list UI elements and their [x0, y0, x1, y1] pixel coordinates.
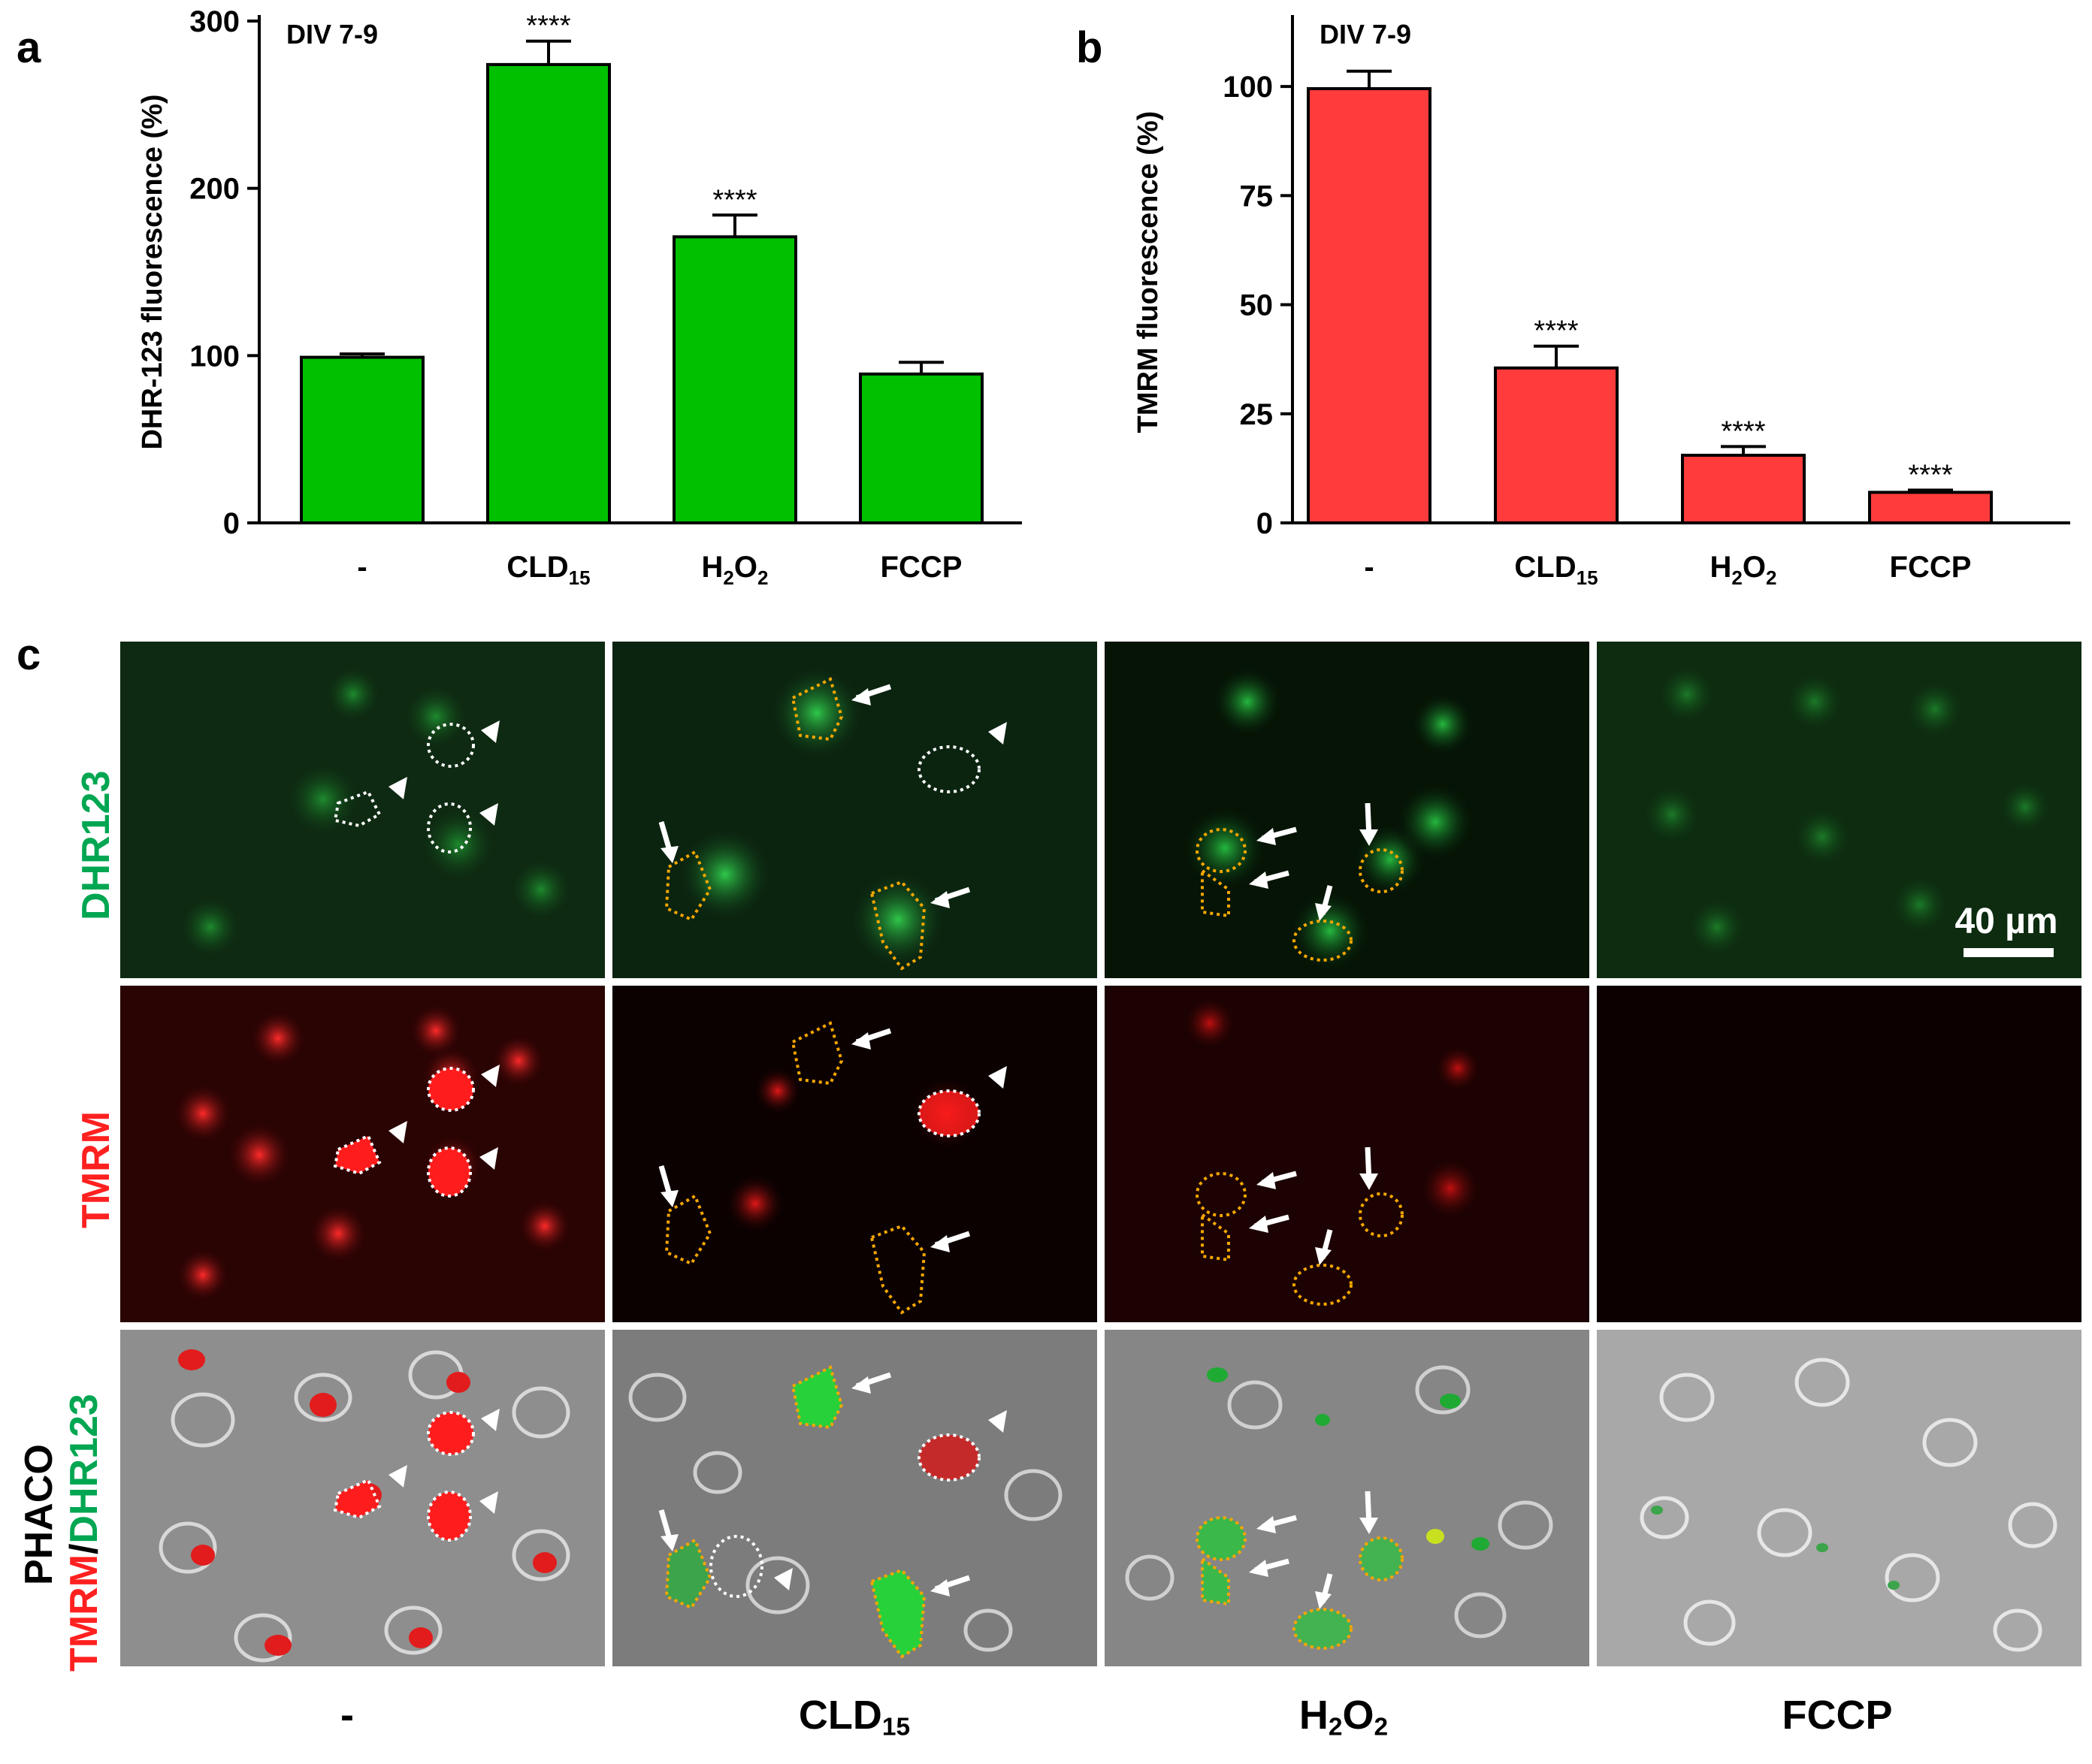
y-tick-label: 50 — [1240, 289, 1274, 322]
y-tick-label: 25 — [1240, 398, 1274, 431]
image-dhr123-control — [120, 642, 605, 978]
y-tick-label: 100 — [1223, 71, 1273, 104]
column-label-h2o2-sub1: 2 — [1328, 1713, 1343, 1741]
bar — [300, 355, 425, 524]
x-tick-label: FCCP — [1890, 551, 1972, 584]
bar — [859, 372, 984, 524]
row-label-merge-red: TMRM — [62, 1554, 106, 1672]
row-label-phaco: PHACO — [17, 1444, 61, 1585]
row-label-dhr123: DHR123 — [74, 770, 118, 920]
column-label-control: - — [107, 1692, 588, 1738]
panel-letter-a: a — [17, 23, 41, 72]
column-label-h2o2: H2O2 — [1103, 1692, 1584, 1741]
image-tmrm-h2o2 — [1105, 986, 1589, 1322]
row-label-merge: TMRM/DHR123 — [62, 1394, 107, 1672]
image-merge-control — [120, 1330, 605, 1666]
chart-a: 0 100 200 300 DHR-123 fluorescence (%) DIV 7-… — [137, 5, 1022, 589]
column-label-cld15-sub: 15 — [881, 1713, 911, 1741]
x-tick-label: FCCP — [881, 551, 963, 584]
row-label-merge-green: DHR123 — [62, 1394, 106, 1544]
column-label-fccp: FCCP — [1597, 1692, 2078, 1738]
column-label-h2o2-tail: O — [1342, 1693, 1374, 1738]
image-tmrm-cld15 — [612, 986, 1097, 1322]
image-tmrm-fccp — [1597, 986, 2081, 1322]
y-tick-label: 300 — [189, 5, 240, 38]
x-tick-label: H2O2 — [1710, 551, 1777, 589]
y-axis-label: TMRM fluorescence (%) — [1132, 111, 1164, 433]
column-label-h2o2-sub2: 2 — [1374, 1713, 1389, 1741]
significance-label: **** — [1721, 415, 1765, 447]
x-tick-label: H2O2 — [702, 551, 769, 589]
bar — [1868, 491, 1993, 524]
y-axis-label: DHR-123 fluorescence (%) — [137, 94, 168, 449]
row-label-merge-slash: / — [62, 1543, 106, 1555]
panel-letter-b: b — [1076, 23, 1103, 72]
column-label-cld15-main: CLD — [798, 1693, 882, 1738]
column-label-h2o2-main: H — [1298, 1693, 1329, 1738]
chart-annotation: DIV 7-9 — [286, 19, 378, 50]
row-label-tmrm: TMRM — [74, 1111, 118, 1228]
image-merge-cld15 — [612, 1330, 1097, 1666]
image-merge-fccp — [1597, 1330, 2081, 1666]
significance-label: **** — [526, 11, 570, 42]
significance-label: **** — [712, 184, 757, 216]
significance-label: **** — [1908, 459, 1952, 491]
scale-bar-label: 40 µm — [1954, 902, 2058, 941]
bar — [1307, 87, 1431, 524]
image-dhr123-fccp: 40 µm — [1597, 642, 2081, 978]
y-tick-label: 200 — [189, 173, 240, 206]
image-merge-h2o2 — [1105, 1330, 1589, 1666]
chart-b: 0 25 50 75 100 TMRM fluorescence (%) DIV 7-9 - *… — [1132, 15, 2070, 589]
significance-label: **** — [1534, 316, 1578, 347]
panel-letter-c: c — [17, 630, 41, 679]
image-dhr123-cld15 — [612, 642, 1097, 978]
bar — [1681, 453, 1806, 524]
x-tick-label: CLD15 — [506, 551, 590, 589]
column-label-fccp-text: FCCP — [1782, 1693, 1893, 1738]
y-tick-label: 0 — [1256, 507, 1273, 540]
column-label-cld15: CLD15 — [614, 1692, 1095, 1741]
y-tick-label: 0 — [223, 507, 240, 540]
column-label-control-text: - — [340, 1693, 354, 1738]
y-tick-label: 100 — [189, 340, 240, 373]
bar — [1494, 366, 1619, 524]
bar — [486, 62, 611, 525]
chart-annotation: DIV 7-9 — [1320, 19, 1411, 50]
y-tick-label: 75 — [1240, 180, 1274, 213]
x-tick-label: - — [357, 551, 367, 584]
image-tmrm-control — [120, 986, 605, 1322]
bar — [673, 235, 797, 524]
x-tick-label: CLD15 — [1514, 551, 1598, 589]
image-dhr123-h2o2 — [1105, 642, 1589, 978]
x-tick-label: - — [1364, 551, 1374, 584]
